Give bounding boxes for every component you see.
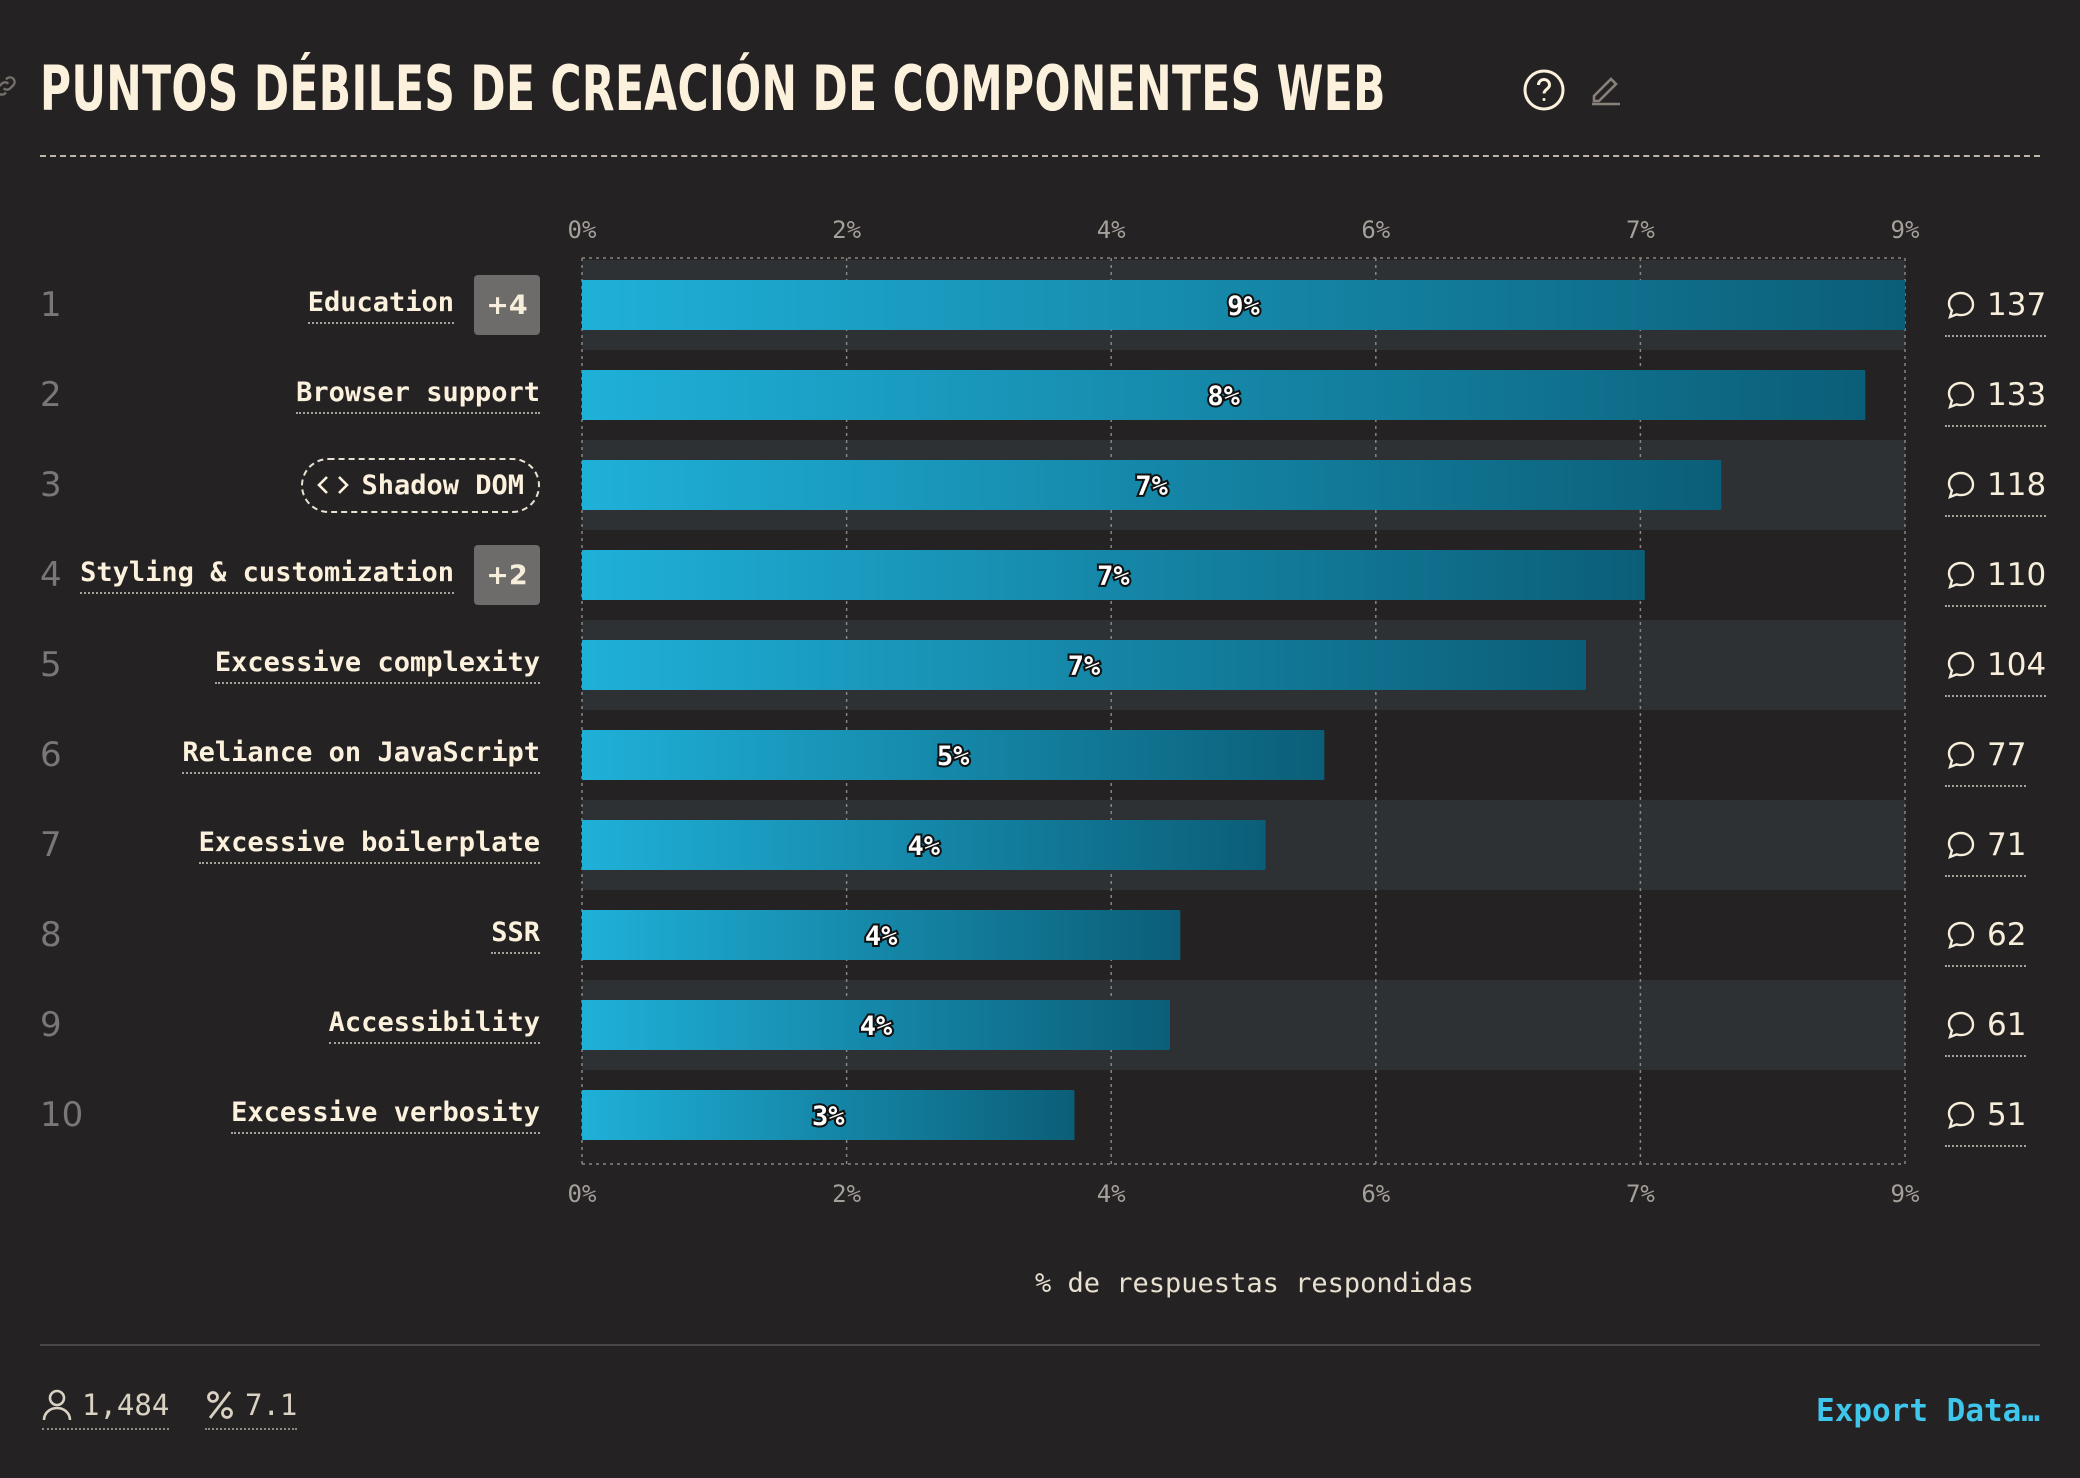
x-tick-label-bottom: 2%: [832, 1180, 861, 1208]
bar-value-label: 3%: [812, 1101, 845, 1132]
comment-count-value: 62: [1987, 917, 2026, 953]
comment-icon: [1945, 379, 1977, 411]
percentage-value: 7.1: [245, 1388, 297, 1422]
comment-count[interactable]: 110: [1945, 545, 2046, 607]
comment-count[interactable]: 61: [1945, 995, 2026, 1057]
user-icon: [42, 1388, 72, 1422]
rank-number: 8: [40, 915, 100, 955]
row-label-group: Shadow DOM: [301, 455, 540, 515]
export-data-link[interactable]: Export Data…: [1816, 1393, 2040, 1429]
x-tick-label-bottom: 4%: [1097, 1180, 1126, 1208]
percentage-stat[interactable]: 7.1: [205, 1388, 297, 1430]
row-label[interactable]: Excessive boilerplate: [199, 827, 540, 864]
x-tick-label-top: 4%: [1097, 216, 1126, 244]
comment-count[interactable]: 133: [1945, 365, 2046, 427]
x-tick-label-bottom: 6%: [1361, 1180, 1390, 1208]
bar-value-label: 4%: [865, 921, 898, 952]
row-label-group: Styling & customization +2: [80, 545, 540, 605]
comment-icon: [1945, 1009, 1977, 1041]
rank-number: 10: [40, 1095, 100, 1135]
comment-icon: [1945, 739, 1977, 771]
comment-count-value: 104: [1987, 647, 2046, 683]
row-label-group: Education +4: [308, 275, 540, 335]
row-label[interactable]: Browser support: [296, 377, 540, 414]
x-tick-label-top: 7%: [1626, 216, 1655, 244]
row-label[interactable]: Education: [308, 287, 454, 324]
rank-number: 6: [40, 735, 100, 775]
x-tick-label-top: 2%: [832, 216, 861, 244]
percent-icon: [205, 1388, 235, 1422]
row-label[interactable]: Excessive verbosity: [231, 1097, 540, 1134]
bar-chart: 0% 0% 2% 2% 4% 4% 6% 6% 7% 7% 9% 9% 9% 8% 7% 7% 7% 5% 4% 4%…: [0, 0, 2080, 1260]
comment-count[interactable]: 137: [1945, 275, 2046, 337]
row-label-group: Accessibility: [329, 995, 540, 1055]
comment-icon: [1945, 829, 1977, 861]
bar-value-label: 8%: [1207, 381, 1240, 412]
comment-icon: [1945, 469, 1977, 501]
row-label-group: Excessive complexity: [215, 635, 540, 695]
comment-count[interactable]: 51: [1945, 1085, 2026, 1147]
comment-count-value: 51: [1987, 1097, 2026, 1133]
respondents-stat[interactable]: 1,484: [42, 1388, 169, 1430]
row-label[interactable]: SSR: [491, 917, 540, 954]
x-tick-label-bottom: 0%: [568, 1180, 597, 1208]
x-tick-label-top: 0%: [568, 216, 597, 244]
row-label-text: Shadow DOM: [361, 470, 524, 501]
row-label-group: SSR: [491, 905, 540, 965]
comment-count[interactable]: 71: [1945, 815, 2026, 877]
bar-value-label: 7%: [1135, 471, 1168, 502]
footer-divider: [40, 1344, 2040, 1346]
comment-count-value: 118: [1987, 467, 2046, 503]
bar-value-label: 7%: [1068, 651, 1101, 682]
comment-count-value: 71: [1987, 827, 2026, 863]
bar-value-label: 7%: [1097, 561, 1130, 592]
bar-value-label: 5%: [937, 741, 970, 772]
row-label[interactable]: Reliance on JavaScript: [182, 737, 540, 774]
row-label-group: Excessive boilerplate: [199, 815, 540, 875]
comment-count[interactable]: 62: [1945, 905, 2026, 967]
bar-value-label: 9%: [1227, 291, 1260, 322]
x-axis-label: % de respuestas respondidas: [1035, 1268, 1474, 1299]
rank-number: 3: [40, 465, 100, 505]
comment-icon: [1945, 919, 1977, 951]
comment-count-value: 61: [1987, 1007, 2026, 1043]
row-label[interactable]: Shadow DOM: [301, 458, 540, 513]
rank-number: 5: [40, 645, 100, 685]
rank-number: 9: [40, 1005, 100, 1045]
comment-count[interactable]: 77: [1945, 725, 2026, 787]
row-label[interactable]: Styling & customization: [80, 557, 454, 594]
bar-value-label: 4%: [860, 1011, 893, 1042]
code-icon: [315, 473, 351, 497]
row-label[interactable]: Accessibility: [329, 1007, 540, 1044]
rank-number: 1: [40, 285, 100, 325]
comment-icon: [1945, 559, 1977, 591]
row-label-group: Excessive verbosity: [231, 1085, 540, 1145]
comment-icon: [1945, 289, 1977, 321]
merged-count-badge[interactable]: +2: [474, 545, 540, 605]
comment-icon: [1945, 1099, 1977, 1131]
comment-count-value: 77: [1987, 737, 2026, 773]
x-tick-label-bottom: 9%: [1891, 1180, 1920, 1208]
respondents-count: 1,484: [82, 1388, 169, 1422]
comment-count-value: 137: [1987, 287, 2046, 323]
row-label-group: Reliance on JavaScript: [182, 725, 540, 785]
comment-count-value: 133: [1987, 377, 2046, 413]
rank-number: 2: [40, 375, 100, 415]
x-tick-label-top: 9%: [1891, 216, 1920, 244]
bar-value-label: 4%: [908, 831, 941, 862]
row-label-group: Browser support: [296, 365, 540, 425]
comment-count[interactable]: 104: [1945, 635, 2046, 697]
comment-count[interactable]: 118: [1945, 455, 2046, 517]
merged-count-badge[interactable]: +4: [474, 275, 540, 335]
x-tick-label-bottom: 7%: [1626, 1180, 1655, 1208]
comment-count-value: 110: [1987, 557, 2046, 593]
x-tick-label-top: 6%: [1361, 216, 1390, 244]
row-label[interactable]: Excessive complexity: [215, 647, 540, 684]
rank-number: 7: [40, 825, 100, 865]
comment-icon: [1945, 649, 1977, 681]
